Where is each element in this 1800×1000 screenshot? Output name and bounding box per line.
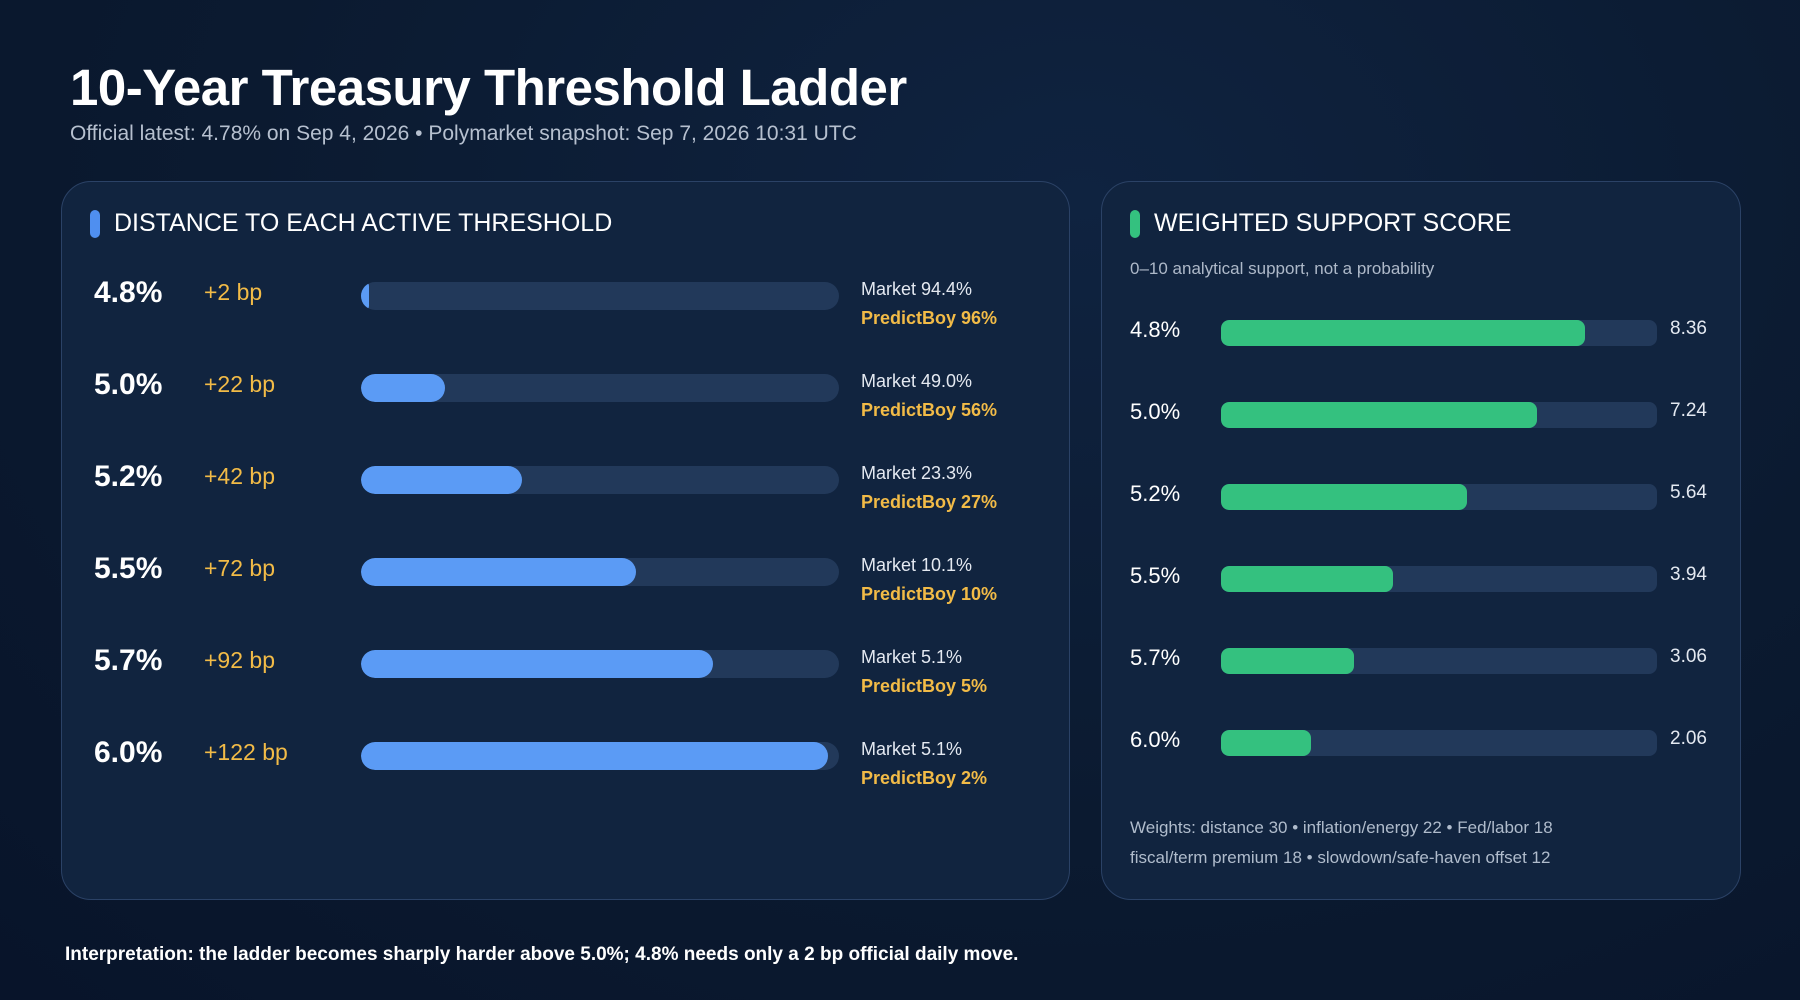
support-row: 5.0% 7.24 [1102,398,1740,458]
distance-panel: DISTANCE TO EACH ACTIVE THRESHOLD 4.8% +2… [61,181,1070,900]
distance-row: 5.5% +72 bp Market 10.1% PredictBoy 10% [62,552,1069,615]
distance-value-label: +92 bp [204,647,275,673]
support-bar [1221,320,1586,346]
distance-bar-track [361,650,839,678]
distance-row: 6.0% +122 bp Market 5.1% PredictBoy 2% [62,736,1069,799]
distance-bar-track [361,374,839,402]
support-score-value: 5.64 [1670,482,1707,503]
support-panel-heading: WEIGHTED SUPPORT SCORE [1130,209,1511,238]
support-bar-track [1221,566,1657,592]
page-subtitle: Official latest: 4.78% on Sep 4, 2026 • … [70,122,857,145]
threshold-label: 5.0% [1130,399,1181,424]
support-bar-track [1221,484,1657,510]
predictboy-probability: PredictBoy 56% [861,400,998,420]
threshold-label: 5.5% [1130,563,1181,588]
threshold-label: 5.5% [94,552,163,585]
support-bar [1221,648,1355,674]
support-row: 4.8% 8.36 [1102,316,1740,376]
support-score-value: 3.06 [1670,646,1707,667]
support-bar-track [1221,730,1657,756]
distance-value-label: +72 bp [204,555,275,581]
distance-bar [361,374,446,402]
distance-panel-heading: DISTANCE TO EACH ACTIVE THRESHOLD [90,209,612,238]
predictboy-probability: PredictBoy 27% [861,492,998,512]
threshold-label: 5.7% [1130,645,1181,670]
distance-bar-track [361,282,839,310]
threshold-label: 4.8% [94,276,163,309]
distance-row: 5.0% +22 bp Market 49.0% PredictBoy 56% [62,368,1069,431]
distance-row: 5.2% +42 bp Market 23.3% PredictBoy 27% [62,460,1069,523]
support-score-value: 2.06 [1670,728,1707,749]
distance-bar [361,558,637,586]
page-title: 10-Year Treasury Threshold Ladder [70,59,907,116]
distance-panel-title: DISTANCE TO EACH ACTIVE THRESHOLD [114,209,613,237]
support-row: 5.2% 5.64 [1102,480,1740,540]
threshold-label: 6.0% [94,736,163,769]
predictboy-probability: PredictBoy 2% [861,768,988,788]
threshold-label: 5.2% [1130,481,1181,506]
support-score-value: 3.94 [1670,564,1707,585]
predictboy-probability: PredictBoy 5% [861,676,988,696]
support-score-panel: WEIGHTED SUPPORT SCORE 0–10 analytical s… [1101,181,1741,900]
distance-bar [361,742,828,770]
weights-line-2: fiscal/term premium 18 • slowdown/safe-h… [1130,848,1551,867]
predictboy-probability: PredictBoy 96% [861,308,998,328]
distance-value-label: +122 bp [204,739,288,765]
support-bar-track [1221,402,1657,428]
threshold-label: 4.8% [1130,317,1181,342]
distance-bar-track [361,466,839,494]
threshold-label: 6.0% [1130,727,1181,752]
distance-bar [361,282,369,310]
market-probability: Market 49.0% [861,371,973,391]
threshold-label: 5.7% [94,644,163,677]
market-probability: Market 94.4% [861,279,973,299]
market-probability: Market 23.3% [861,463,973,483]
support-row: 6.0% 2.06 [1102,726,1740,786]
support-bar-track [1221,648,1657,674]
threshold-label: 5.2% [94,460,163,493]
support-bar [1221,730,1311,756]
support-row: 5.5% 3.94 [1102,562,1740,622]
distance-bar-track [361,742,839,770]
interpretation-text: Interpretation: the ladder becomes sharp… [65,944,1019,965]
blue-accent-marker [90,209,100,238]
threshold-label: 5.0% [94,368,163,401]
market-probability: Market 10.1% [861,555,973,575]
green-accent-marker [1130,209,1140,238]
predictboy-probability: PredictBoy 10% [861,584,998,604]
support-bar [1221,484,1467,510]
distance-row: 4.8% +2 bp Market 94.4% PredictBoy 96% [62,276,1069,339]
support-row: 5.7% 3.06 [1102,644,1740,704]
support-bar-track [1221,320,1657,346]
support-score-value: 7.24 [1670,400,1707,421]
distance-value-label: +42 bp [204,463,275,489]
distance-bar [361,650,713,678]
support-panel-note: 0–10 analytical support, not a probabili… [1130,259,1435,278]
distance-row: 5.7% +92 bp Market 5.1% PredictBoy 5% [62,644,1069,707]
market-probability: Market 5.1% [861,647,963,667]
weights-line-1: Weights: distance 30 • inflation/energy … [1130,818,1553,837]
support-score-value: 8.36 [1670,318,1707,339]
distance-bar-track [361,558,839,586]
support-panel-title: WEIGHTED SUPPORT SCORE [1154,209,1512,237]
distance-bar [361,466,522,494]
support-bar [1221,566,1393,592]
market-probability: Market 5.1% [861,739,963,759]
support-bar [1221,402,1537,428]
distance-value-label: +22 bp [204,371,275,397]
distance-value-label: +2 bp [204,279,263,305]
